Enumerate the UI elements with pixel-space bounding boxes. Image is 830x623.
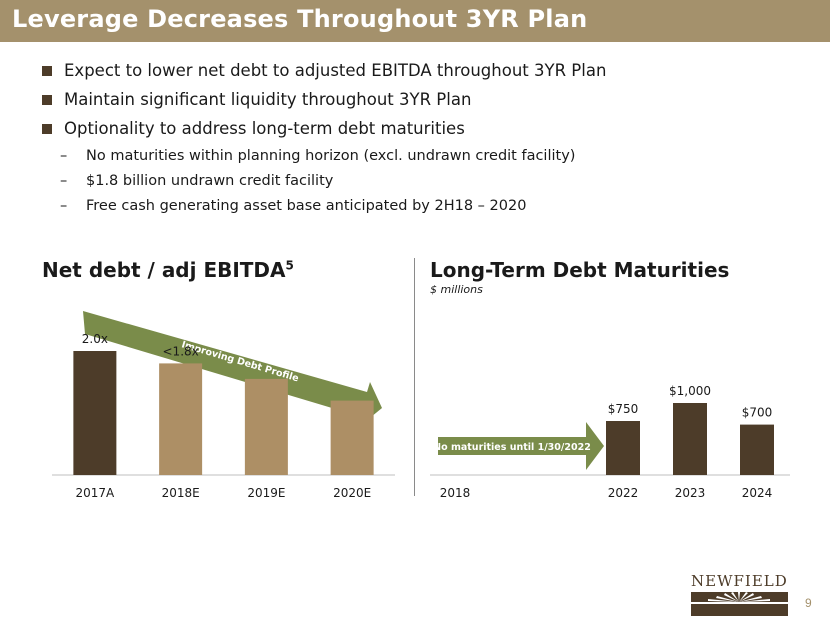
dash-marker: – [60, 148, 68, 164]
x-tick-label: 2020E [333, 486, 371, 500]
bullet-list: Expect to lower net debt to adjusted EBI… [42, 58, 812, 220]
chart-title-text: Net debt / adj EBITDA [42, 258, 286, 282]
x-tick-label: 2018E [162, 486, 200, 500]
sub-bullet-item: – $1.8 billion undrawn credit facility [42, 170, 812, 195]
chart-title-leverage: Net debt / adj EBITDA5 [42, 258, 294, 282]
bullet-text: Maintain significant liquidity throughou… [64, 90, 472, 109]
sub-bullet-text: Free cash generating asset base anticipa… [86, 198, 527, 214]
x-tick-label: 2017A [76, 486, 116, 500]
slide-title: Leverage Decreases Throughout 3YR Plan [12, 5, 588, 33]
x-tick-label: 2022 [608, 486, 639, 500]
section-divider [414, 258, 415, 496]
chart-title-maturities: Long-Term Debt Maturities [430, 258, 730, 282]
bar [673, 403, 707, 475]
page-number: 9 [805, 596, 812, 610]
data-label: $700 [742, 406, 773, 420]
bullet-text: Expect to lower net debt to adjusted EBI… [64, 61, 607, 80]
data-label: $1,000 [669, 384, 711, 398]
sub-bullet-text: No maturities within planning horizon (e… [86, 148, 576, 164]
x-tick-label: 2018 [440, 486, 471, 500]
bullet-text: Optionality to address long-term debt ma… [64, 119, 465, 138]
sub-bullet-item: – No maturities within planning horizon (… [42, 145, 812, 170]
sub-bullet-text: $1.8 billion undrawn credit facility [86, 173, 334, 189]
bullet-item: Maintain significant liquidity throughou… [42, 87, 812, 116]
chart-subtitle: $ millions [430, 283, 483, 296]
footnote-marker: 5 [285, 258, 294, 273]
x-tick-label: 2019E [247, 486, 285, 500]
data-label: <1.8x [163, 344, 199, 358]
data-label: $750 [608, 402, 639, 416]
bullet-item: Expect to lower net debt to adjusted EBI… [42, 58, 812, 87]
bar [740, 424, 774, 475]
trend-arrow [83, 311, 382, 426]
bar [244, 378, 288, 475]
title-bar: Leverage Decreases Throughout 3YR Plan [0, 0, 830, 42]
bullet-square-icon [42, 66, 52, 76]
sub-bullet-item: – Free cash generating asset base anticip… [42, 195, 812, 220]
bar [159, 363, 203, 475]
bullet-square-icon [42, 124, 52, 134]
no-maturities-arrow [438, 422, 604, 470]
bullet-square-icon [42, 95, 52, 105]
company-logo-text: NEWFIELD [691, 572, 788, 590]
x-tick-label: 2023 [675, 486, 706, 500]
bar [330, 400, 374, 475]
bar [73, 351, 117, 475]
bullet-item: Optionality to address long-term debt ma… [42, 116, 812, 145]
no-maturities-label: No maturities until 1/30/2022 [433, 442, 591, 453]
data-label: 2.0x [82, 332, 108, 346]
bar [606, 421, 640, 475]
dash-marker: – [60, 173, 68, 189]
dash-marker: – [60, 198, 68, 214]
x-tick-label: 2024 [742, 486, 773, 500]
